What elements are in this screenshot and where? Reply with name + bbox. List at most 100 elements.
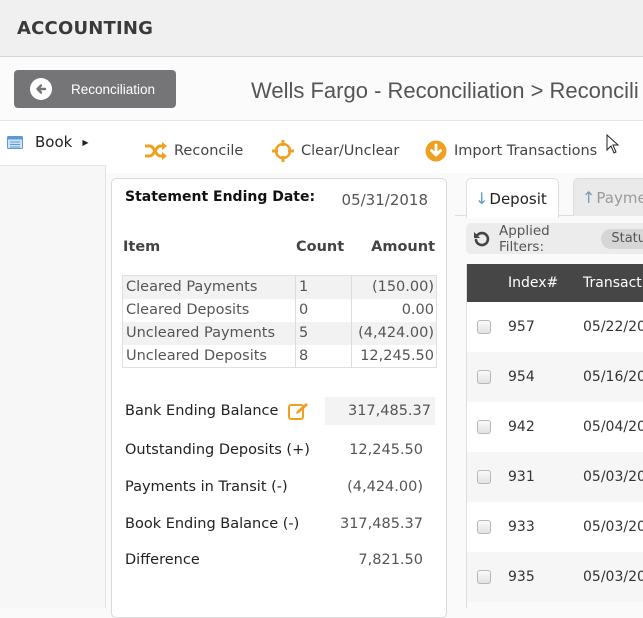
bank-ending-balance-row: Bank Ending Balance 317,485.37 [125,397,435,425]
statement-ending-date-value: 05/31/2018 [341,191,428,209]
amount-cell: (4,424.00) [358,325,434,341]
amount-cell: (150.00) [371,279,434,296]
difference-row: Difference 7,821.50 [125,546,435,574]
payments-in-transit-value: (4,424.00) [347,479,423,495]
date-cell: 05/03/20 [583,569,643,585]
sidebar-panel [0,165,106,608]
payments-in-transit-label: Payments in Transit (-) [125,479,288,495]
crosshair-icon [271,139,295,163]
amount-cell: 12,245.50 [360,347,434,364]
item-cell: Cleared Deposits [122,298,296,322]
clear-unclear-button[interactable]: Clear/Unclear [271,138,399,164]
reset-filters-icon[interactable] [473,230,491,248]
row-checkbox[interactable] [477,320,491,334]
subheader: Reconciliation Wells Fargo - Reconciliat… [0,57,643,121]
index-cell: 957 [508,319,535,335]
difference-label: Difference [125,552,200,568]
table-row: Cleared Deposits 0 0.00 [122,298,437,322]
arrow-down-icon: ↓ [475,189,489,208]
difference-value: 7,821.50 [358,552,423,568]
date-cell: 05/16/20 [583,369,643,385]
item-column-header: Item [123,239,161,255]
bank-ending-balance-label: Bank Ending Balance [125,403,279,419]
book-list-icon [7,135,23,149]
tab-payment-label: Paymen [596,188,643,207]
applied-filters-bar: Applied Filters: Statu [466,222,643,255]
outstanding-deposits-row: Outstanding Deposits (+) 12,245.50 [125,436,435,464]
arrow-up-icon: ↑ [582,188,596,207]
table-row: Uncleared Payments 5 (4,424.00) [122,321,437,345]
row-checkbox[interactable] [477,370,491,384]
index-cell: 931 [508,469,535,485]
mouse-pointer-icon [606,133,620,158]
book-ending-balance-label: Book Ending Balance (-) [125,516,300,532]
import-transactions-label: Import Transactions [454,143,598,159]
item-cell: Uncleared Payments [122,321,296,345]
app-header: ACCOUNTING [0,0,643,57]
count-cell: 8 [295,344,352,368]
table-row: Cleared Payments 1 (150.00) [122,275,437,299]
table-row: 935 05/03/20 [467,552,643,602]
row-checkbox[interactable] [477,570,491,584]
item-cell: Cleared Payments [122,275,296,299]
date-cell: 05/03/20 [583,519,643,535]
sidebar-tab-label: Book [35,133,73,151]
table-row: Uncleared Deposits 8 12,245.50 [122,344,437,368]
reconcile-label: Reconcile [174,143,244,159]
table-row: 942 05/04/20 [467,402,643,452]
arrow-left-circle-icon [30,78,52,100]
table-row: 931 05/03/20 [467,452,643,502]
tab-deposit-label: Deposit [489,189,547,208]
reconcile-button[interactable]: Reconcile [144,138,243,164]
table-row: 933 05/03/20 [467,502,643,552]
status-filter-chip[interactable]: Statu [601,228,643,249]
outstanding-deposits-label: Outstanding Deposits (+) [125,442,310,458]
applied-filters-label: Applied Filters: [499,222,550,255]
row-checkbox[interactable] [477,470,491,484]
back-to-reconciliation-button[interactable]: Reconciliation [14,70,176,108]
date-cell: 05/04/20 [583,419,643,435]
transaction-column-header[interactable]: Transactio [583,275,643,291]
count-cell: 5 [295,321,352,345]
index-cell: 935 [508,569,535,585]
app-title: ACCOUNTING [17,18,154,39]
bank-ending-balance-input[interactable]: 317,485.37 [325,397,435,425]
sidebar-tab-book[interactable]: Book ▶ [0,127,105,157]
index-cell: 954 [508,369,535,385]
outstanding-deposits-value: 12,245.50 [349,442,423,458]
table-row: 957 05/22/20 [467,302,643,352]
count-column-header: Count [296,239,345,255]
clear-unclear-label: Clear/Unclear [301,143,400,159]
reconciliation-summary-panel: Statement Ending Date: 05/31/2018 Item C… [111,178,447,618]
caret-right-icon: ▶ [82,137,89,147]
book-ending-balance-row: Book Ending Balance (-) 317,485.37 [125,510,435,538]
payments-in-transit-row: Payments in Transit (-) (4,424.00) [125,473,435,501]
page-title: Wells Fargo - Reconciliation > Reconcili [251,78,639,103]
statement-ending-date-label: Statement Ending Date: [125,189,316,205]
book-ending-balance-value: 317,485.37 [339,516,423,532]
item-cell: Uncleared Deposits [122,344,296,368]
summary-table: Cleared Payments 1 (150.00) Cleared Depo… [122,275,437,368]
back-button-label: Reconciliation [71,81,156,97]
amount-column-header: Amount [371,239,435,255]
transactions-grid: Index# Transactio 957 05/22/20 954 05/16… [466,264,643,608]
date-cell: 05/22/20 [583,319,643,335]
row-checkbox[interactable] [477,420,491,434]
shuffle-icon [144,139,168,163]
tab-deposit[interactable]: ↓ Deposit [466,178,559,218]
index-cell: 933 [508,519,535,535]
table-row: 954 05/16/20 [467,352,643,402]
count-cell: 0 [295,298,352,322]
index-column-header[interactable]: Index# [508,275,559,291]
download-circle-icon [424,139,448,163]
row-checkbox[interactable] [477,520,491,534]
grid-header: Index# Transactio [467,264,643,302]
index-cell: 942 [508,419,535,435]
toolbar [0,121,643,173]
date-cell: 05/03/20 [583,469,643,485]
import-transactions-button[interactable]: Import Transactions [424,138,597,164]
count-cell: 1 [295,275,352,299]
amount-cell: 0.00 [401,302,434,318]
edit-icon[interactable] [288,402,310,420]
tab-payment[interactable]: ↑ Paymen [573,178,643,216]
